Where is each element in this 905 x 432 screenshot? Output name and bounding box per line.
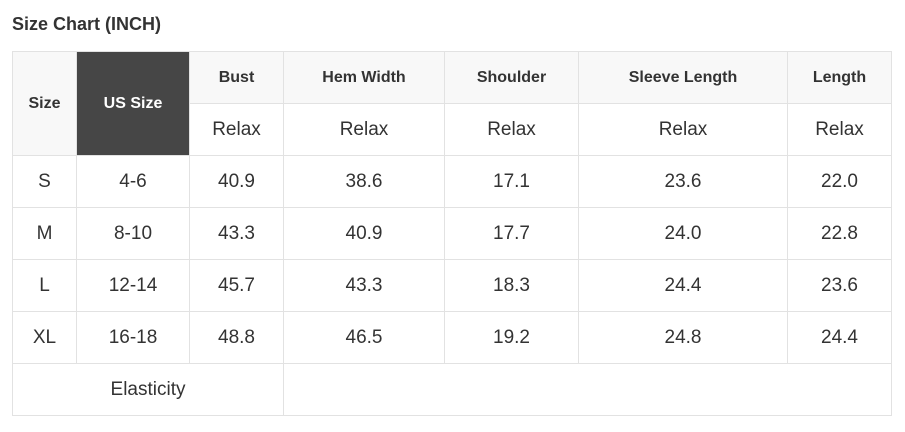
- elasticity-label: Elasticity: [12, 363, 284, 416]
- header-shoulder: Shoulder: [444, 51, 579, 104]
- measurement-cell: 24.0: [578, 207, 788, 260]
- header-bust: Bust: [189, 51, 284, 104]
- size-cell: XL: [12, 311, 77, 364]
- us-size-cell: 16-18: [76, 311, 190, 364]
- us-size-cell: 12-14: [76, 259, 190, 312]
- header-sleeve-length: Sleeve Length: [578, 51, 788, 104]
- measurement-cell: 22.8: [787, 207, 892, 260]
- header-hem-width: Hem Width: [283, 51, 445, 104]
- table-row: S 4-6 40.9 38.6 17.1 23.6 22.0: [12, 155, 892, 208]
- measurement-cell: 18.3: [444, 259, 579, 312]
- table-row: XL 16-18 48.8 46.5 19.2 24.8 24.4: [12, 311, 892, 364]
- fit-cell: Relax: [444, 103, 579, 156]
- fit-cell: Relax: [578, 103, 788, 156]
- us-size-cell: 4-6: [76, 155, 190, 208]
- table-row: L 12-14 45.7 43.3 18.3 24.4 23.6: [12, 259, 892, 312]
- us-size-cell: 8-10: [76, 207, 190, 260]
- measurement-cell: 23.6: [578, 155, 788, 208]
- size-chart-table: Size US Size Bust Hem Width Shoulder Sle…: [12, 51, 892, 416]
- size-cell: L: [12, 259, 77, 312]
- header-length: Length: [787, 51, 892, 104]
- measurement-cell: 24.8: [578, 311, 788, 364]
- measurement-cell: 17.1: [444, 155, 579, 208]
- table-row: M 8-10 43.3 40.9 17.7 24.0 22.8: [12, 207, 892, 260]
- measurement-cell: 38.6: [283, 155, 445, 208]
- fit-cell: Relax: [787, 103, 892, 156]
- elasticity-value: [283, 363, 892, 416]
- measurement-cell: 46.5: [283, 311, 445, 364]
- measurement-cell: 48.8: [189, 311, 284, 364]
- measurement-cell: 23.6: [787, 259, 892, 312]
- measurement-cell: 17.7: [444, 207, 579, 260]
- measurement-cell: 24.4: [787, 311, 892, 364]
- measurement-cell: 24.4: [578, 259, 788, 312]
- fit-cell: Relax: [189, 103, 284, 156]
- header-size: Size: [12, 51, 77, 156]
- measurement-cell: 45.7: [189, 259, 284, 312]
- size-cell: M: [12, 207, 77, 260]
- header-us-size: US Size: [76, 51, 190, 156]
- measurement-cell: 19.2: [444, 311, 579, 364]
- measurement-cell: 22.0: [787, 155, 892, 208]
- fit-cell: Relax: [283, 103, 445, 156]
- measurement-cell: 43.3: [283, 259, 445, 312]
- measurement-cell: 40.9: [283, 207, 445, 260]
- measurement-cell: 43.3: [189, 207, 284, 260]
- page-title: Size Chart (INCH): [12, 14, 162, 34]
- fit-row: Relax Relax Relax Relax Relax: [13, 103, 892, 156]
- header-row: Size US Size Bust Hem Width Shoulder Sle…: [12, 51, 892, 156]
- elasticity-row: Elasticity: [12, 363, 892, 416]
- measurement-cell: 40.9: [189, 155, 284, 208]
- size-cell: S: [12, 155, 77, 208]
